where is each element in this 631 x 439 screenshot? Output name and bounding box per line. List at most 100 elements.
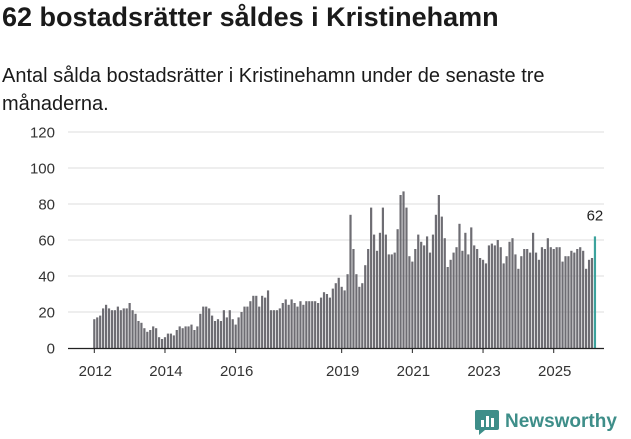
bar (579, 247, 582, 348)
bar (275, 310, 278, 348)
bar (567, 256, 570, 348)
bar (308, 301, 311, 348)
bar (361, 283, 364, 348)
bar (537, 259, 541, 348)
bar (540, 247, 544, 348)
brand-name: Newsworthy (505, 411, 617, 432)
bar (449, 259, 452, 348)
bar (390, 254, 393, 348)
bar (208, 308, 211, 348)
bar (564, 256, 567, 348)
brand-logo[interactable]: Newsworthy (475, 406, 617, 438)
bar (166, 333, 170, 348)
bar (272, 310, 276, 348)
bar (178, 326, 181, 348)
bar (511, 238, 514, 348)
chart-subtitle: Antal sålda bostadsrätter i Kristinehamn… (2, 65, 545, 115)
bar (225, 317, 228, 348)
x-tick-label: 2025 (538, 363, 571, 380)
bar (290, 299, 293, 348)
bar (573, 252, 576, 348)
bar (570, 250, 573, 348)
bar (317, 303, 320, 348)
bar (476, 249, 479, 348)
bar (446, 267, 449, 348)
bar (349, 214, 352, 348)
bar (358, 286, 361, 348)
bar (163, 337, 167, 348)
bar (437, 195, 440, 348)
bar (240, 312, 243, 348)
bar (587, 259, 591, 348)
bar (264, 297, 267, 348)
bar (420, 241, 423, 348)
bar (219, 321, 223, 348)
bar (585, 268, 588, 348)
bar (517, 268, 520, 348)
bar (431, 234, 435, 348)
bar (137, 321, 140, 348)
bar (175, 330, 178, 348)
bar (231, 319, 234, 348)
bar (155, 328, 158, 348)
bar (122, 308, 125, 348)
bar (561, 261, 564, 348)
bar (172, 335, 175, 348)
bar (261, 295, 264, 348)
bar (532, 232, 535, 348)
bar (493, 245, 496, 348)
bar (558, 247, 561, 348)
bar (367, 249, 370, 348)
bar (249, 301, 252, 348)
bar (502, 263, 505, 348)
bar (102, 308, 105, 348)
bar (211, 315, 214, 348)
bar (107, 308, 111, 348)
bar (443, 238, 446, 348)
bar (278, 308, 281, 348)
bar (593, 236, 597, 348)
bar (408, 256, 411, 348)
bar (299, 301, 302, 348)
bar (296, 306, 299, 348)
bar (508, 241, 511, 348)
bar (131, 310, 134, 348)
x-tick-label: 2016 (220, 363, 253, 380)
bar (340, 286, 343, 348)
bar (452, 252, 455, 348)
bar (370, 207, 373, 348)
y-tick-label: 0 (47, 341, 55, 358)
bar (590, 258, 594, 348)
bar (128, 303, 131, 348)
bar (255, 295, 258, 348)
bar (243, 306, 246, 348)
bar (143, 328, 146, 348)
bar (252, 295, 255, 348)
bar (125, 308, 128, 348)
bar (93, 319, 96, 348)
bar (478, 258, 482, 348)
bar (346, 274, 349, 348)
bar (381, 207, 385, 348)
bar-chart: 0 20 40 60 80 100 120 2012 2014 2016 2019 2021 2023… (30, 125, 604, 380)
bar (216, 319, 220, 348)
bar (375, 250, 379, 348)
bar (337, 277, 340, 348)
bar (293, 303, 296, 348)
bar (266, 290, 270, 348)
chart-grid (68, 131, 604, 313)
bar (193, 330, 196, 348)
bar (157, 337, 161, 348)
bar (473, 245, 476, 348)
y-tick-label: 20 (38, 305, 55, 322)
bar (414, 249, 417, 348)
bar (552, 249, 555, 348)
bar (582, 250, 585, 348)
bar (423, 245, 426, 348)
bar (352, 249, 355, 348)
bar (455, 247, 458, 348)
bar (237, 317, 240, 348)
bar (146, 331, 149, 348)
bar (116, 306, 119, 348)
bar (334, 283, 337, 348)
